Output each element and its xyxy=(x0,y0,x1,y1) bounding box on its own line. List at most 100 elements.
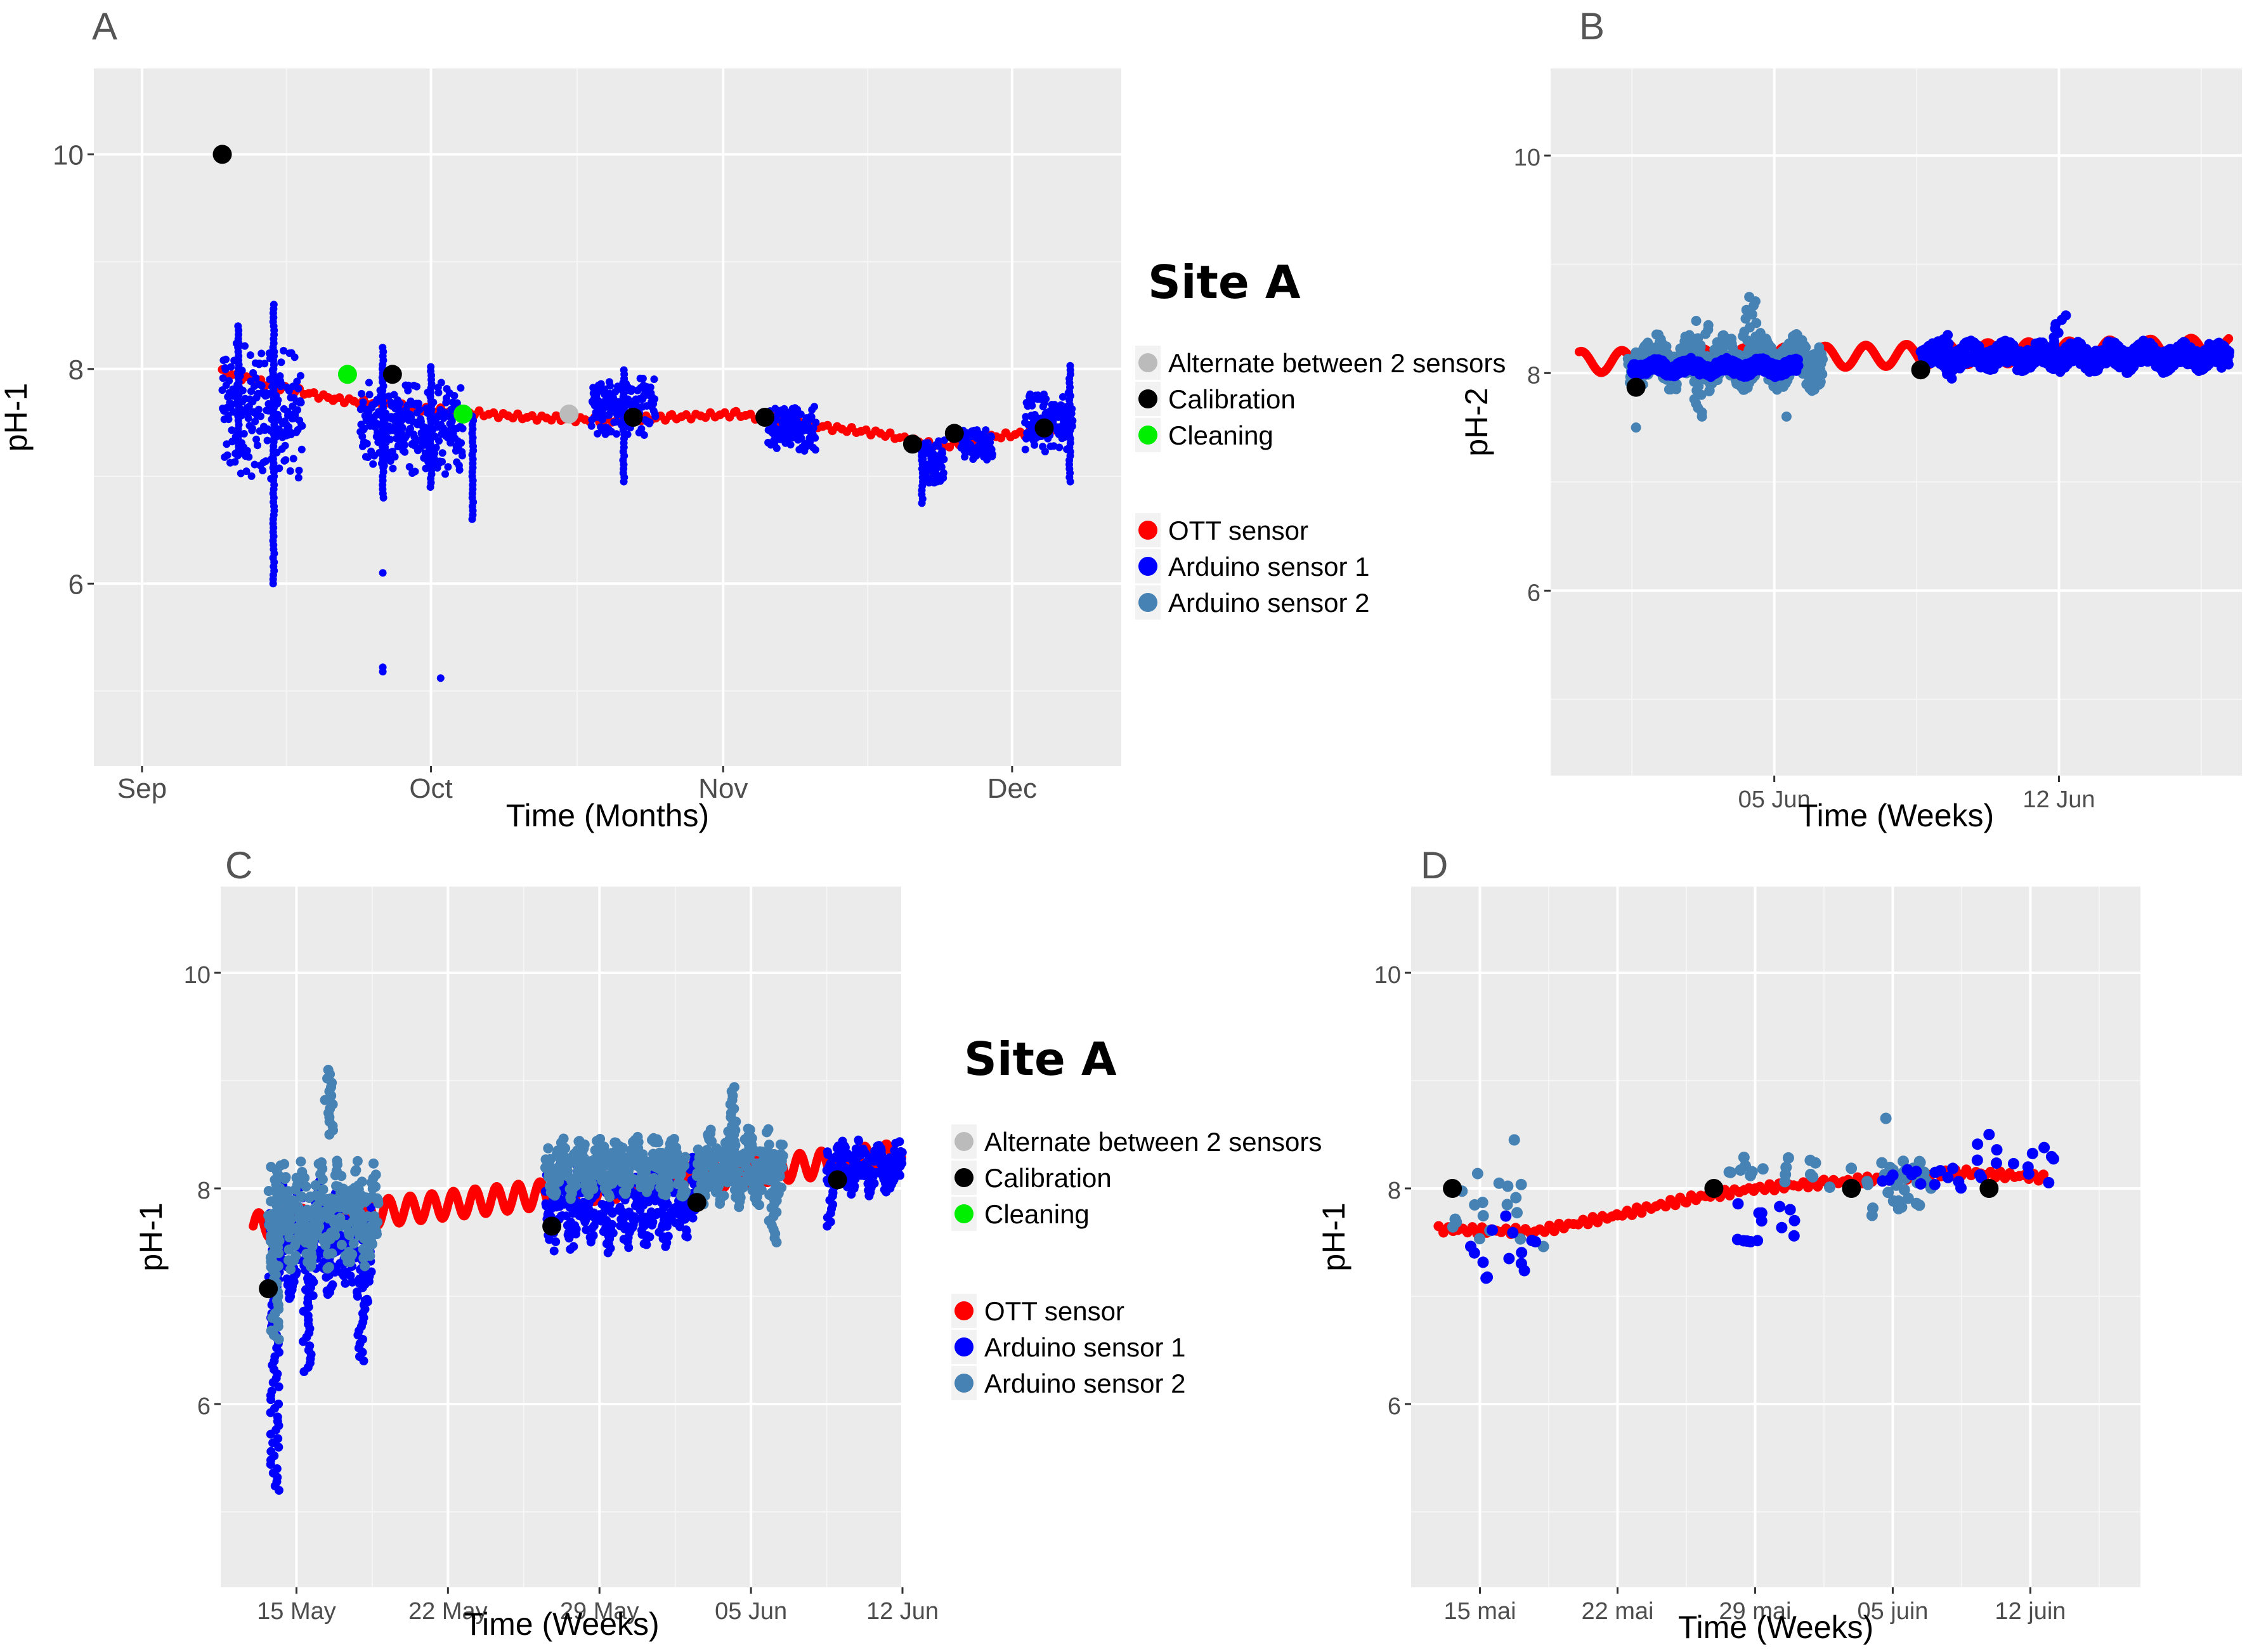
point-arduino-sensor-1 xyxy=(1021,445,1029,453)
point-arduino-sensor-1 xyxy=(296,372,304,380)
point-arduino-sensor-1 xyxy=(294,406,301,414)
point-arduino-sensor-1 xyxy=(240,430,248,438)
point-arduino-sensor-1 xyxy=(360,424,368,433)
point-arduino-sensor-1 xyxy=(407,424,414,433)
point-arduino-sensor-1 xyxy=(223,451,231,459)
point-arduino-sensor-1 xyxy=(257,382,266,390)
point-arduino-sensor-1 xyxy=(298,422,306,430)
point-arduino-sensor-1 xyxy=(297,398,305,406)
point-arduino-sensor-1 xyxy=(646,383,655,391)
marker-cleaning xyxy=(453,404,473,424)
point-arduino-sensor-1 xyxy=(450,392,459,400)
point-arduino-sensor-1 xyxy=(286,467,294,475)
point-arduino-sensor-1 xyxy=(243,446,251,455)
marker-alternate-between-2-sensors xyxy=(559,404,579,424)
point-arduino-sensor-1 xyxy=(416,405,424,413)
point-arduino-sensor-1 xyxy=(1050,401,1058,409)
point-arduino-sensor-1 xyxy=(254,441,261,450)
point-arduino-sensor-1 xyxy=(254,405,263,413)
point-arduino-sensor-1 xyxy=(432,443,440,452)
point-arduino-sensor-1 xyxy=(807,413,816,421)
marker-calibration xyxy=(1034,418,1054,438)
point-arduino-sensor-1 xyxy=(1041,448,1049,456)
point-arduino-sensor-1 xyxy=(379,569,387,577)
point-arduino-sensor-1 xyxy=(281,441,289,450)
marker-calibration xyxy=(1911,360,1931,380)
point-arduino-sensor-2 xyxy=(1703,320,1714,330)
point-arduino-sensor-1 xyxy=(295,466,303,474)
x-axis-title: Time (Months) xyxy=(506,798,709,833)
y-tick-label: 6 xyxy=(1527,580,1540,606)
point-arduino-sensor-1 xyxy=(389,464,397,472)
y-tick-label: 6 xyxy=(68,569,84,600)
point-arduino-sensor-1 xyxy=(811,403,818,411)
point-arduino-sensor-1 xyxy=(396,400,404,408)
point-arduino-sensor-1 xyxy=(405,463,414,471)
y-tick-label: 10 xyxy=(1514,145,1540,171)
point-arduino-sensor-1 xyxy=(427,363,435,371)
point-arduino-sensor-1 xyxy=(786,441,795,449)
point-arduino-sensor-1 xyxy=(391,453,399,461)
point-arduino-sensor-1 xyxy=(434,389,443,397)
point-arduino-sensor-1 xyxy=(411,467,419,476)
point-arduino-sensor-1 xyxy=(358,389,366,398)
point-arduino-sensor-1 xyxy=(294,384,303,393)
point-arduino-sensor-1 xyxy=(1042,395,1050,403)
y-axis-title: pH-1 xyxy=(0,383,34,452)
point-arduino-sensor-1 xyxy=(245,453,253,461)
point-arduino-sensor-2 xyxy=(1751,318,1762,328)
x-axis-title: Time (Weeks) xyxy=(1799,798,1994,833)
point-arduino-sensor-1 xyxy=(359,398,367,406)
point-arduino-sensor-1 xyxy=(982,426,990,434)
point-arduino-sensor-1 xyxy=(637,425,646,433)
point-arduino-sensor-1 xyxy=(379,344,387,351)
point-arduino-sensor-1 xyxy=(940,455,948,464)
panel-label: A xyxy=(92,5,117,48)
point-arduino-sensor-2 xyxy=(1781,411,1792,422)
point-arduino-sensor-1 xyxy=(811,446,819,454)
point-arduino-sensor-1 xyxy=(939,469,948,477)
point-arduino-sensor-1 xyxy=(404,381,412,389)
panel-label: B xyxy=(1579,5,1605,48)
point-arduino-sensor-2 xyxy=(1801,342,1811,353)
point-arduino-sensor-1 xyxy=(457,439,466,447)
point-arduino-sensor-1 xyxy=(935,437,943,445)
point-arduino-sensor-1 xyxy=(812,419,820,427)
point-arduino-sensor-1 xyxy=(606,382,615,390)
point-arduino-sensor-1 xyxy=(275,464,283,472)
point-arduino-sensor-1 xyxy=(263,436,271,445)
point-arduino-sensor-1 xyxy=(1058,393,1067,401)
point-arduino-sensor-1 xyxy=(228,426,236,434)
point-arduino-sensor-1 xyxy=(277,358,285,367)
point-arduino-sensor-1 xyxy=(988,450,996,459)
point-arduino-sensor-1 xyxy=(261,360,269,368)
point-arduino-sensor-1 xyxy=(640,431,648,439)
marker-calibration xyxy=(902,434,922,454)
point-arduino-sensor-1 xyxy=(2224,346,2235,357)
point-arduino-sensor-1 xyxy=(811,434,819,442)
point-arduino-sensor-1 xyxy=(247,472,256,480)
point-arduino-sensor-1 xyxy=(369,460,377,468)
point-arduino-sensor-1 xyxy=(379,668,387,676)
point-arduino-sensor-1 xyxy=(365,391,374,399)
point-arduino-sensor-1 xyxy=(252,435,261,443)
point-arduino-sensor-1 xyxy=(257,349,266,358)
point-arduino-sensor-1 xyxy=(2216,362,2227,373)
point-arduino-sensor-1 xyxy=(297,445,306,453)
point-arduino-sensor-1 xyxy=(386,436,394,443)
point-arduino-sensor-1 xyxy=(365,379,373,387)
point-arduino-sensor-1 xyxy=(646,418,654,426)
marker-cleaning xyxy=(337,365,357,384)
point-arduino-sensor-2 xyxy=(1817,369,1828,379)
point-arduino-sensor-1 xyxy=(259,466,267,474)
point-arduino-sensor-2 xyxy=(1744,292,1755,302)
y-tick-label: 10 xyxy=(53,140,84,171)
x-tick-label: Oct xyxy=(409,773,452,804)
point-arduino-sensor-1 xyxy=(415,400,423,408)
point-arduino-sensor-1 xyxy=(413,382,420,391)
point-arduino-sensor-1 xyxy=(364,453,372,461)
point-arduino-sensor-1 xyxy=(246,351,254,359)
point-arduino-sensor-1 xyxy=(437,379,445,387)
point-arduino-sensor-2 xyxy=(1691,316,1702,326)
